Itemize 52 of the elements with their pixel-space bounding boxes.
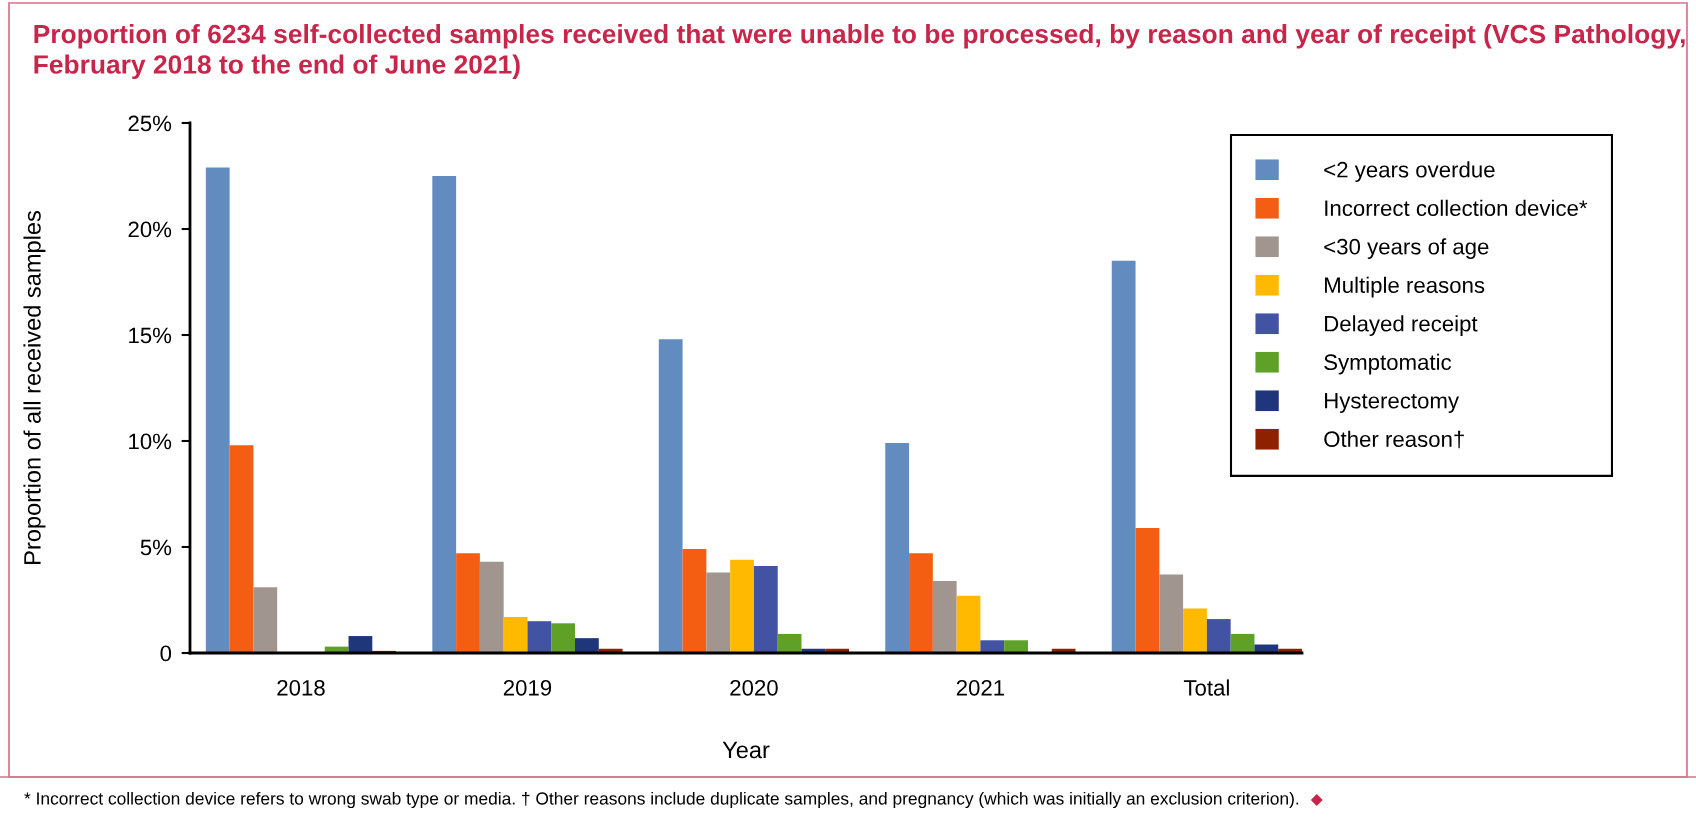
x-tick-label: Total xyxy=(1183,679,1229,696)
legend-label: Delayed receipt xyxy=(1325,315,1478,336)
x-tick-label: 2019 xyxy=(503,679,552,696)
bar xyxy=(551,623,576,653)
bar xyxy=(730,559,754,653)
legend-label: Multiple reasons xyxy=(1325,276,1485,298)
bar xyxy=(909,553,933,653)
bar xyxy=(777,633,802,653)
legend-label: <30 years of age xyxy=(1324,238,1489,259)
y-tick-label: 10% xyxy=(129,433,172,450)
bar xyxy=(956,595,981,653)
bar xyxy=(753,566,778,653)
legend-label: Incorrect collection device* xyxy=(1325,199,1588,217)
y-axis-title: Proportion of all received samples xyxy=(23,211,46,564)
y-tick-label: 0 xyxy=(160,645,172,662)
bar xyxy=(479,561,504,653)
bar xyxy=(575,638,599,653)
y-tick-label: 20% xyxy=(128,221,172,238)
legend-label: Other reason† xyxy=(1324,430,1464,449)
text: * Incorrect collection device refers to wrong swab type or media. † Other reasons include duplicate samples, and pregnancy (which was initially an exclusion criterion). xyxy=(24,791,1299,809)
bar xyxy=(503,616,528,653)
legend-label: <2 years overdue xyxy=(1324,161,1495,182)
y-tick-label: 15% xyxy=(129,327,172,344)
bar xyxy=(229,445,254,653)
chart-title: Proportion of 6234 self-collected samples received that were unable to be processed, by reason and year of receipt (VCS Pathology, February 2018 to the end of June 2021) xyxy=(34,24,1685,80)
bar xyxy=(1111,260,1136,653)
bar xyxy=(706,572,731,653)
bar xyxy=(1135,527,1160,653)
bar xyxy=(456,553,480,653)
bar xyxy=(885,443,910,653)
x-tick-label: 2020 xyxy=(730,679,778,696)
bar xyxy=(1159,574,1184,653)
y-tick-label: 5% xyxy=(140,539,172,556)
x-axis-title: Year xyxy=(722,741,770,759)
bar xyxy=(432,176,457,653)
y-tick-label: 25% xyxy=(128,115,172,132)
bar xyxy=(682,549,707,653)
legend-label: Hysterectomy xyxy=(1325,393,1460,413)
x-tick-label: 2021 xyxy=(956,679,1005,696)
bar xyxy=(1230,633,1255,653)
bar xyxy=(932,580,957,653)
legend-label: Symptomatic xyxy=(1324,353,1452,375)
bar xyxy=(1004,640,1028,653)
bar xyxy=(658,339,683,653)
bar xyxy=(1183,608,1207,653)
bar xyxy=(348,636,373,653)
bar xyxy=(1206,619,1231,653)
bar xyxy=(253,587,278,653)
bar xyxy=(980,640,1005,653)
x-tick-label: 2018 xyxy=(277,679,325,696)
bar xyxy=(205,167,230,653)
bar xyxy=(527,621,552,653)
